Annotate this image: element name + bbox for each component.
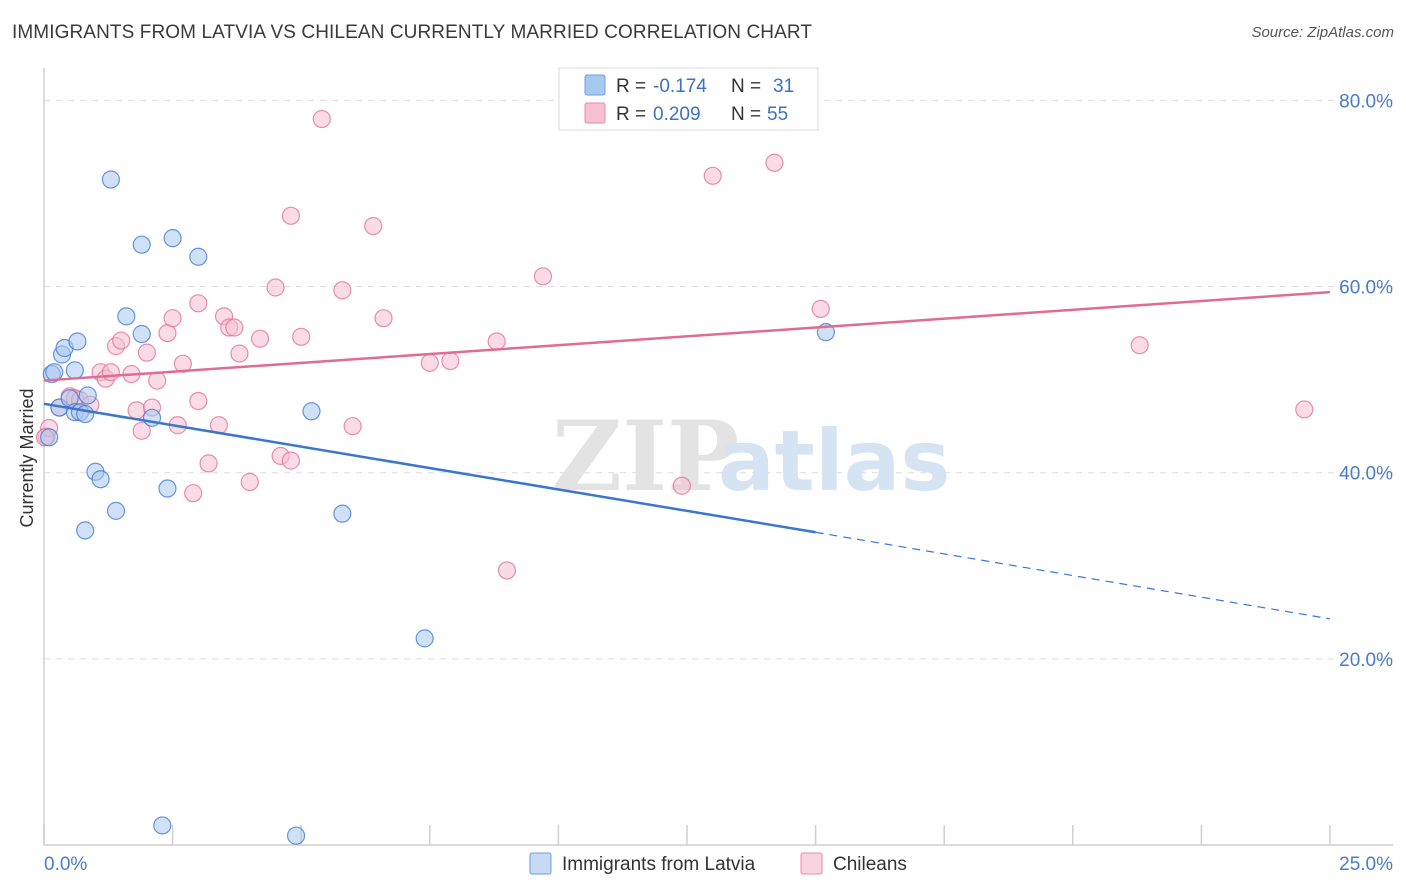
chileans-point (420, 353, 439, 372)
latvia-point (117, 307, 136, 326)
chileans-trend-line (43, 290, 1331, 382)
latvia-point (153, 816, 172, 835)
legend-n-label-latvia: N = (731, 76, 761, 97)
chileans-point (811, 299, 830, 318)
chileans-point (333, 281, 352, 300)
watermark: ZIP atlas (552, 400, 950, 513)
legend-r-label-chileans: R = (616, 104, 646, 125)
latvia-point (163, 229, 182, 248)
chileans-point (230, 344, 249, 363)
chileans-point (441, 351, 460, 371)
latvia-point (65, 361, 84, 380)
chileans-point (173, 354, 192, 373)
latvia-point (158, 479, 177, 498)
watermark-atlas: atlas (718, 412, 950, 510)
latvia-trend-extension (815, 531, 1331, 620)
legend-n-value-latvia: 31 (773, 76, 794, 97)
chileans-point (703, 166, 722, 185)
x-tick-label-end: 25.0% (1339, 854, 1393, 875)
chileans-point (225, 318, 244, 337)
series-legend-swatch-latvia (529, 852, 552, 875)
chileans-point (487, 332, 506, 351)
series-legend-label-latvia: Immigrants from Latvia (562, 854, 756, 875)
latvia-point (189, 247, 208, 266)
y-tick-labels: 20.0% 40.0% 60.0% 80.0% (1339, 91, 1393, 670)
latvia-point (78, 386, 97, 405)
chileans-point (184, 484, 203, 503)
latvia-point (76, 521, 95, 540)
latvia-trend-line (43, 402, 816, 534)
chileans-point (189, 294, 208, 313)
chileans-point (672, 476, 691, 495)
chileans-point (250, 329, 270, 348)
series-legend-swatch-chileans (800, 852, 823, 875)
chileans-point (533, 267, 553, 286)
latvia-point (45, 363, 64, 382)
legend-r-value-chileans: 0.209 (653, 104, 701, 125)
chileans-point (312, 109, 331, 129)
chileans-point (343, 417, 362, 436)
chileans-points (35, 109, 1314, 580)
series-legend: Immigrants from Latvia Chileans (529, 852, 907, 875)
latvia-point (40, 428, 59, 447)
chileans-point (281, 451, 301, 470)
series-legend-label-chileans: Chileans (833, 854, 907, 875)
chileans-point (497, 561, 517, 580)
latvia-point (286, 826, 306, 845)
y-tick-label-40: 40.0% (1339, 464, 1393, 485)
legend-swatch-latvia (584, 74, 606, 96)
chileans-point (1295, 400, 1314, 419)
latvia-point (68, 332, 87, 351)
latvia-point (132, 235, 151, 254)
y-tick-label-80: 80.0% (1339, 91, 1393, 112)
gridlines (44, 99, 1393, 660)
chileans-point (364, 216, 383, 236)
latvia-point (76, 404, 95, 424)
chileans-point (148, 371, 167, 390)
chileans-point (374, 309, 393, 328)
chileans-point (127, 401, 146, 420)
latvia-point (415, 629, 434, 648)
chart-title: IMMIGRANTS FROM LATVIA VS CHILEAN CURREN… (12, 22, 813, 43)
legend-r-label-latvia: R = (616, 76, 646, 97)
chileans-point (137, 343, 156, 362)
chileans-point (240, 472, 259, 492)
latvia-point (333, 504, 352, 523)
chileans-point (112, 331, 131, 350)
y-tick-label-20: 20.0% (1339, 650, 1393, 671)
source-credit: Source: ZipAtlas.com (1251, 24, 1394, 41)
chileans-point (132, 421, 151, 440)
legend-n-value-chileans: 55 (767, 104, 788, 125)
latvia-point (302, 402, 321, 421)
correlation-legend: R = -0.174 N = 31 R = 0.209 N = 55 (558, 67, 819, 131)
watermark-zip: ZIP (552, 400, 739, 513)
legend-n-label-chileans: N = (731, 104, 761, 125)
chileans-point (1130, 336, 1149, 355)
chileans-point (101, 363, 120, 382)
chileans-point (163, 309, 182, 328)
chileans-point (281, 206, 301, 225)
latvia-points (40, 170, 835, 845)
chileans-point (199, 454, 218, 473)
chileans-point (189, 391, 208, 411)
chileans-point (765, 153, 784, 172)
x-tick-labels: 0.0% 25.0% (44, 854, 1393, 875)
chileans-point (292, 327, 311, 346)
axes (43, 68, 1393, 846)
latvia-point (132, 324, 151, 344)
y-tick-label-60: 60.0% (1339, 278, 1393, 299)
x-tick-label-start: 0.0% (44, 854, 87, 875)
chileans-point (266, 278, 285, 297)
y-axis-label: Currently Married (17, 388, 37, 527)
latvia-point (106, 501, 126, 520)
trend-lines (43, 290, 1331, 620)
latvia-point (101, 170, 120, 189)
legend-r-value-latvia: -0.174 (653, 76, 707, 97)
latvia-point (91, 470, 110, 489)
legend-swatch-chileans (584, 102, 606, 124)
